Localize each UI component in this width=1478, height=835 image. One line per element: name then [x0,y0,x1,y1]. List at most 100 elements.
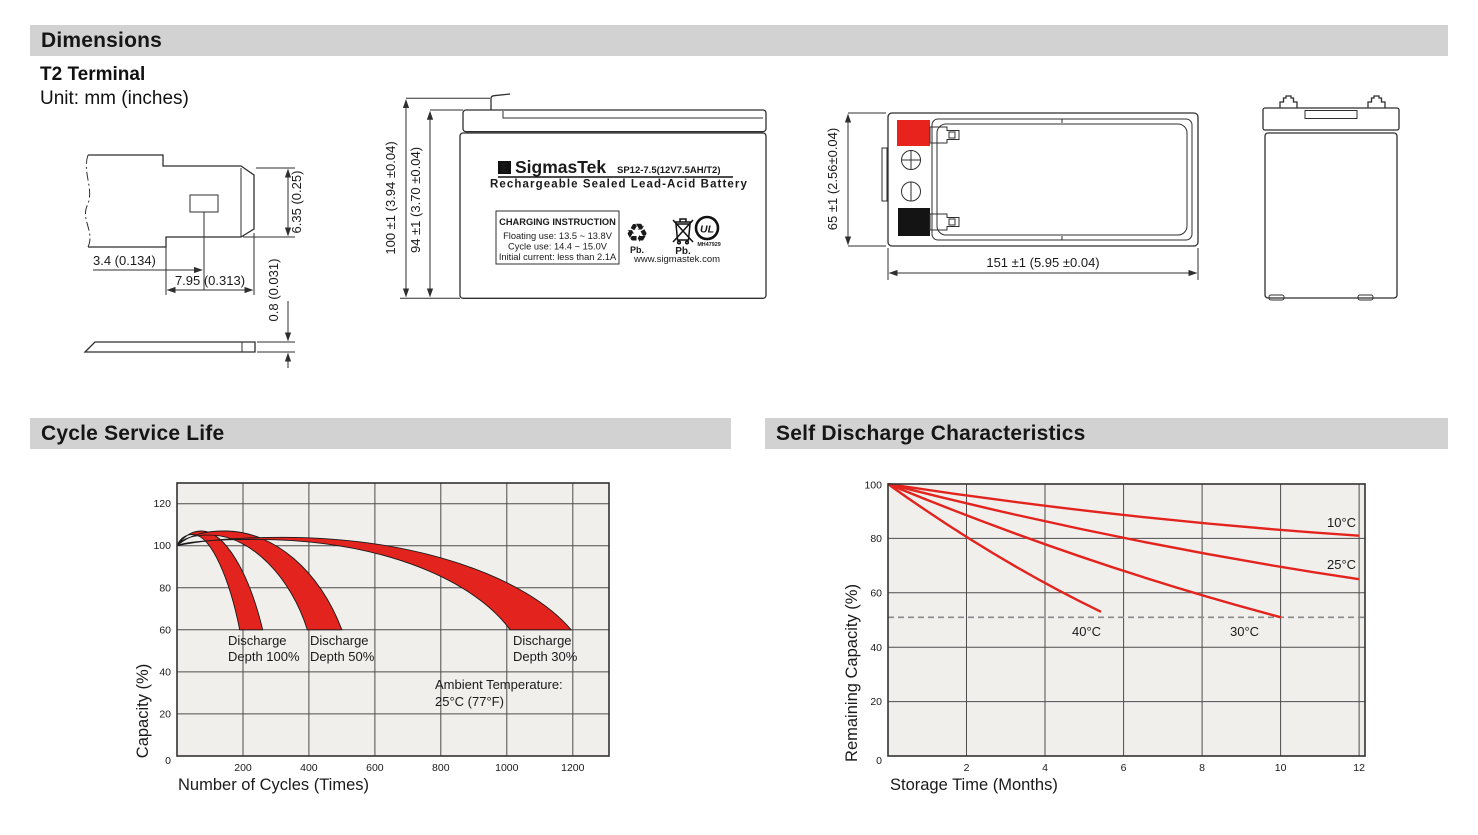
dod30-label-line1: Discharge [513,633,572,648]
handle-recess [1304,110,1358,119]
ytick-60: 60 [159,624,171,636]
ul-icon: UL MH47929 [694,215,721,248]
ytick-20: 20 [159,708,171,720]
charging-line2: Cycle use: 14.4 ~ 15.0V [508,242,608,252]
label-30c: 30°C [1230,624,1259,639]
terminal-subhead: T2 Terminal Unit: mm (inches) [40,64,189,110]
terminal-tab-profile [490,93,511,110]
terminal-strip-side [83,341,256,353]
self-discharge-lines [887,482,1360,619]
dim-65: 65 ±1 (2.56±0.04) [825,112,886,247]
dim-94: 94 ±1 (3.70 ±0.04) [408,109,463,298]
ytick-40: 40 [870,642,882,654]
negative-terminal-block [898,208,930,236]
charging-title: CHARGING INSTRUCTION [499,217,616,227]
model-text: SP12-7.5(12V7.5AH/T2) [617,165,721,176]
xtick-400: 400 [300,762,318,774]
xtick-800: 800 [432,762,450,774]
xtick-12: 12 [1353,762,1365,774]
cycle-xlabel: Number of Cycles (Times) [178,776,369,794]
battery-end-view [1262,95,1400,301]
charging-line3: Initial current: less than 2.1A [499,252,617,262]
battery-front-view: 100 ±1 (3.94 ±0.04) 94 ±1 (3.70 ±0.04) Σ… [383,93,767,299]
dimensions-title: Dimensions [41,28,163,52]
xtick-8: 8 [1199,762,1205,774]
xtick-10: 10 [1275,762,1287,774]
ul-letters: UL [700,224,714,236]
end-body [1264,132,1398,299]
foot-right [1357,294,1374,301]
top-case [881,112,1199,247]
xtick-200: 200 [234,762,252,774]
sigma-logo-icon [498,161,511,174]
dod100-label-line2: Depth 100% [228,649,300,664]
break-line [85,154,91,248]
self-discharge-title: Self Discharge Characteristics [776,421,1086,445]
case-body [459,132,767,299]
side-bracket [881,147,888,202]
pb-bin-label: Pb. [675,246,691,257]
charging-line1: Floating use: 13.5 ~ 13.8V [503,231,613,241]
terminal-nub-right [1367,95,1386,108]
dim-7-95-label: 7.95 (0.313) [175,273,245,288]
ytick-60: 60 [870,587,882,599]
ytick-100: 100 [864,480,882,492]
dim-3-4: 3.4 (0.134) [93,253,203,274]
dim-94-label: 94 ±1 (3.70 ±0.04) [408,147,423,253]
terminal-detail-drawing: 3.4 (0.134) 7.95 (0.313) 6.35 (0.25) 0.8… [83,154,304,368]
dod50-label-line2: Depth 50% [310,649,375,664]
cycle-title: Cycle Service Life [41,421,225,445]
cycle-hgrid [177,503,609,715]
dim-3-4-label: 3.4 (0.134) [93,253,156,268]
ytick-120: 120 [153,498,171,510]
pb-recycle-label: Pb. [630,245,644,255]
dim-100: 100 ±1 (3.94 ±0.04) [383,97,490,299]
line-10c [887,482,1360,537]
self-ylabel: Remaining Capacity (%) [843,584,861,762]
recycle-icon: ♻ [625,218,648,248]
compliance-icons: ♻ Pb. Pb. UL MH47929 www.sigmastek.com [625,215,721,265]
terminal-type-label: T2 Terminal [40,64,146,85]
dim-6-35: 6.35 (0.25) [243,167,304,238]
cycle-yticks: 120 100 80 60 40 20 0 [153,498,171,767]
terminal-plate-outline [85,154,255,290]
cycle-header-bar: Cycle Service Life [30,418,731,449]
self-plot-area [888,484,1365,756]
self-discharge-header-bar: Self Discharge Characteristics [765,418,1448,449]
terminal-hole [189,194,219,213]
dod30-label-line2: Depth 30% [513,649,578,664]
xtick-600: 600 [366,762,384,774]
ytick-80: 80 [870,533,882,545]
cycle-bands [176,530,573,631]
charging-instruction-box: CHARGING INSTRUCTION Floating use: 13.5 … [495,210,620,265]
dim-7-95: 7.95 (0.313) [165,233,255,295]
line-25c [887,482,1360,581]
label-25c: 25°C [1327,557,1356,572]
line-40c [887,483,1102,613]
faston-tab-positive [929,126,960,144]
self-discharge-chart: 100 80 60 40 20 0 2 4 6 8 10 12 10°C 25°… [843,480,1366,794]
band-dod30 [176,536,573,631]
ambient-label-line1: Ambient Temperature: [435,677,563,692]
brand-text: SigmasTek [515,157,606,177]
xtick-1200: 1200 [561,762,585,774]
ytick-0: 0 [876,755,882,767]
dim-100-label: 100 ±1 (3.94 ±0.04) [383,141,398,254]
band-dod50 [176,530,343,631]
self-xticks: 2 4 6 8 10 12 [964,762,1366,774]
self-series-labels: 10°C 25°C 30°C 40°C [1072,515,1356,639]
faston-tab-negative [929,213,960,231]
foot-left [1268,294,1285,301]
dim-65-label: 65 ±1 (2.56±0.04) [825,128,840,230]
positive-terminal-block [897,120,930,146]
dim-6-35-label: 6.35 (0.25) [289,171,304,234]
lid [462,109,767,133]
dim-151: 151 ±1 (5.95 ±0.04) [887,248,1199,280]
cycle-xticks: 200 400 600 800 1000 1200 [234,762,584,774]
website-text: www.sigmastek.com [633,254,720,265]
self-xlabel: Storage Time (Months) [890,776,1058,794]
ytick-100: 100 [153,540,171,552]
dim-151-label: 151 ±1 (5.95 ±0.04) [986,255,1099,270]
label-10c: 10°C [1327,515,1356,530]
